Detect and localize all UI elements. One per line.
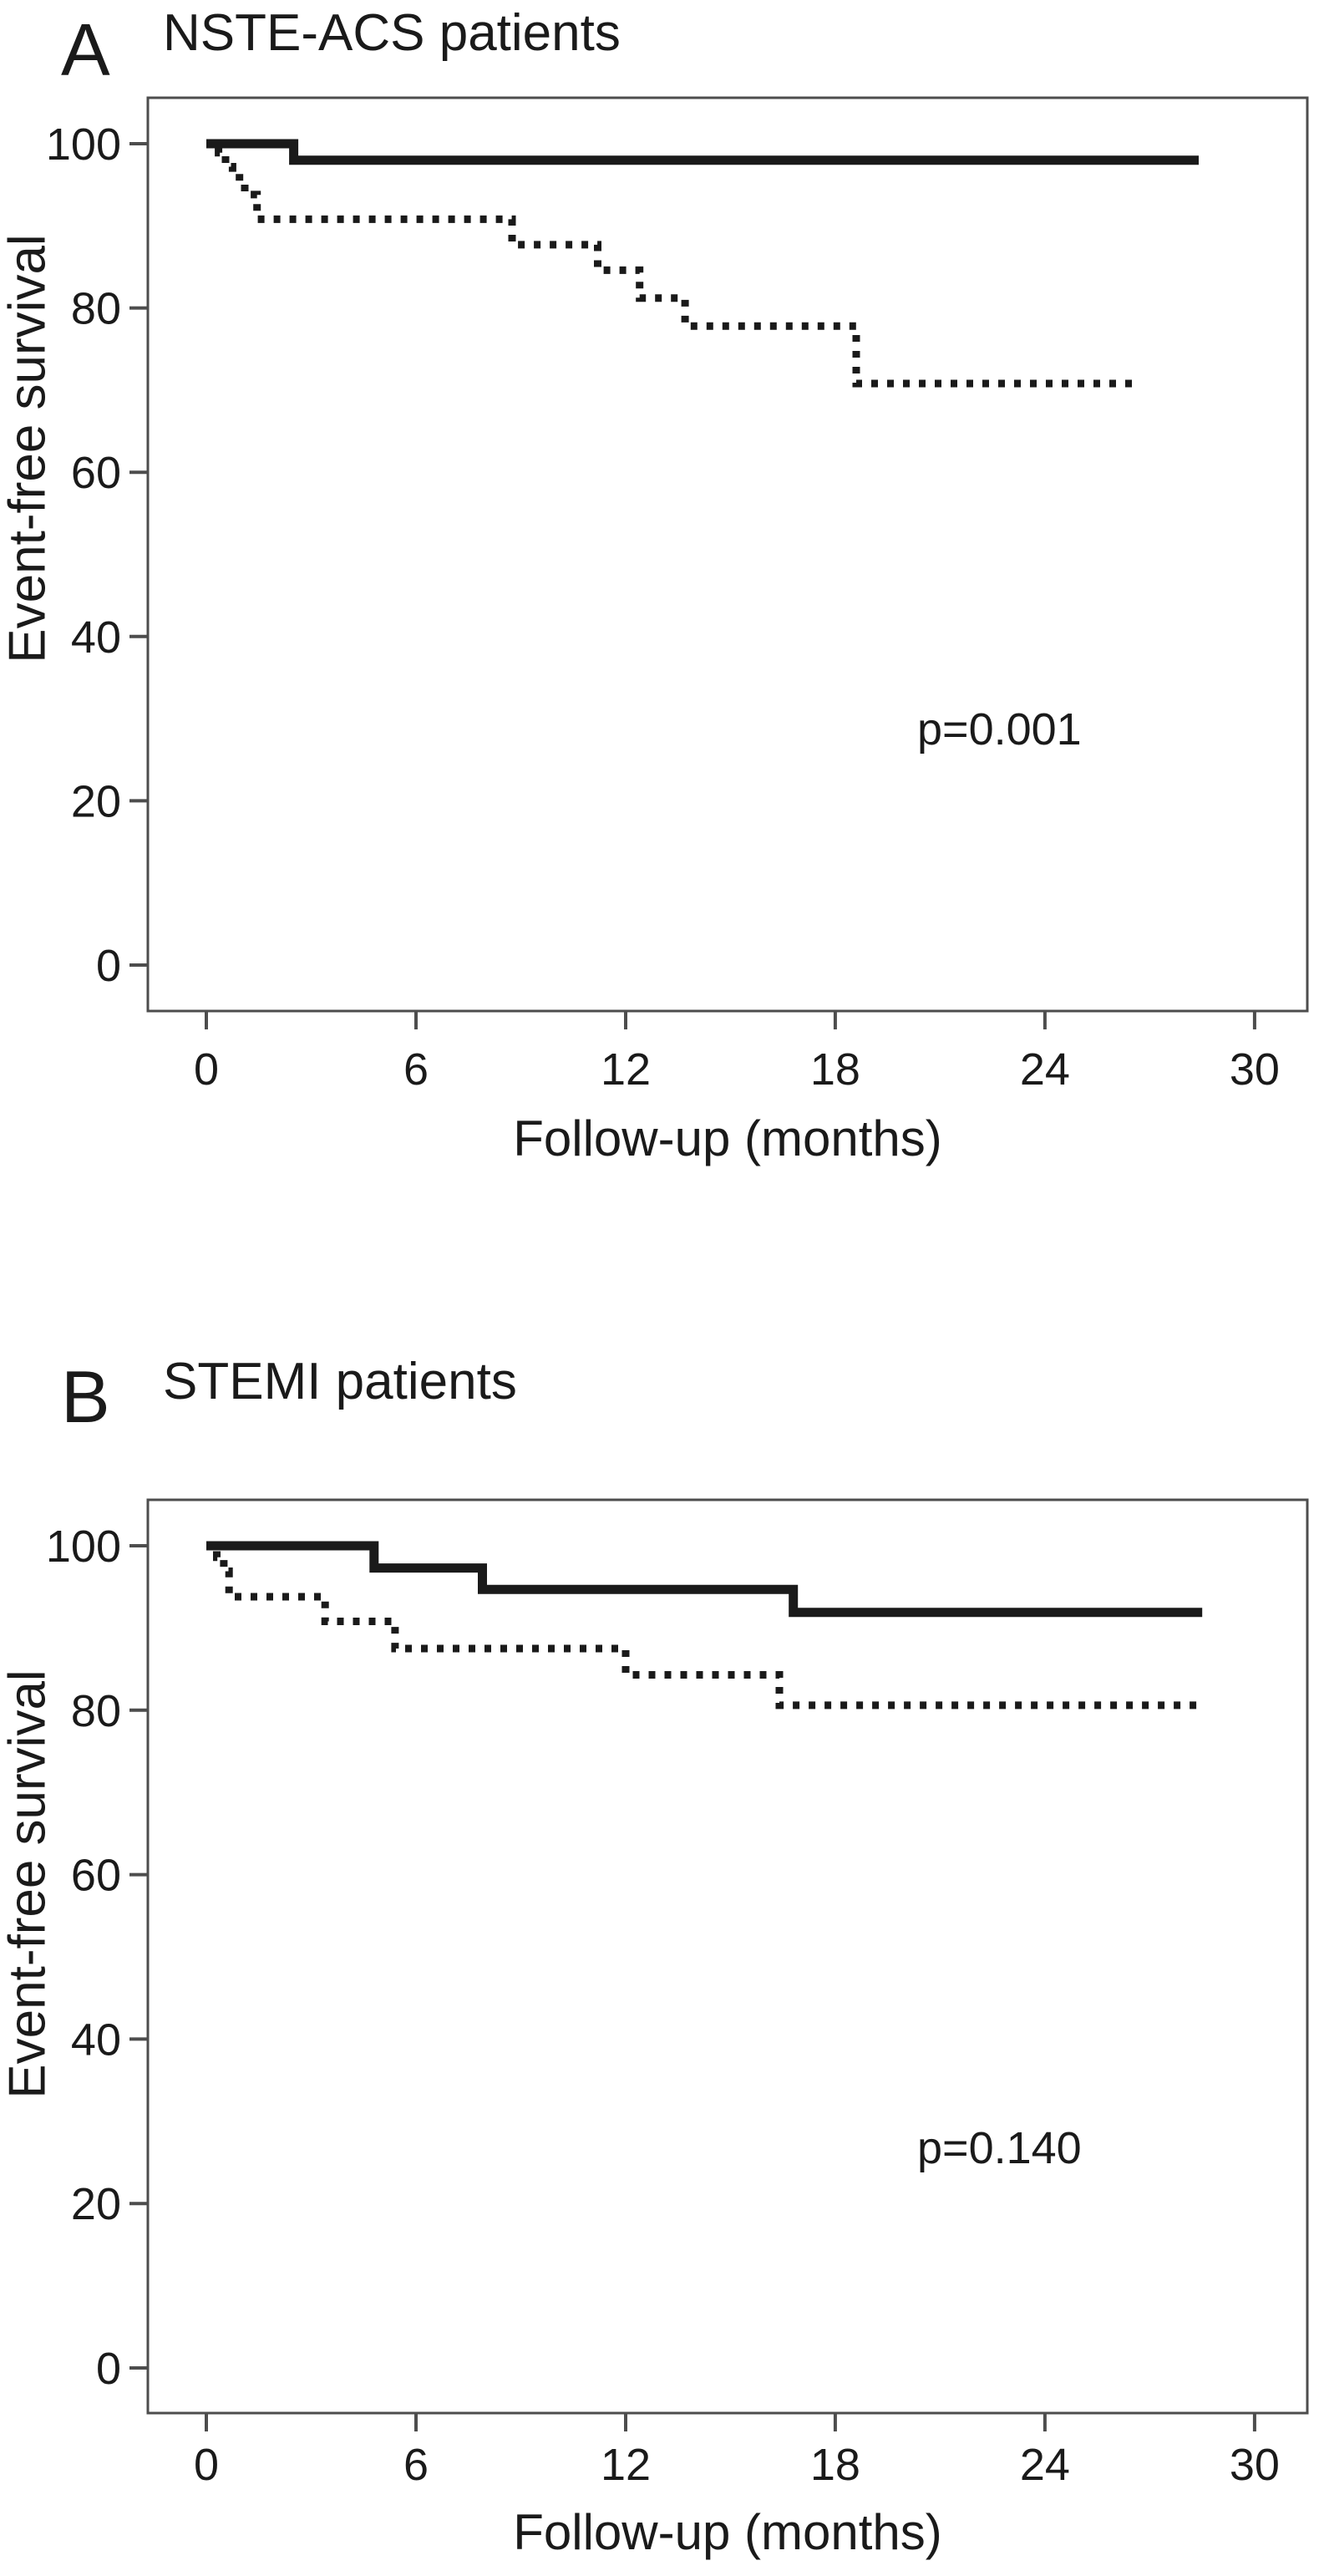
x-tick-label: 24 xyxy=(1020,1044,1070,1095)
x-tick-label: 6 xyxy=(403,1044,429,1095)
x-tick-label: 24 xyxy=(1020,2440,1070,2490)
y-tick-label: 0 xyxy=(96,2344,121,2394)
panel-a-p-value: p=0.001 xyxy=(917,704,1082,755)
x-tick-label: 30 xyxy=(1230,1044,1280,1095)
y-tick-label: 80 xyxy=(71,284,121,334)
y-tick-label: 60 xyxy=(71,448,121,498)
x-tick-label: 30 xyxy=(1230,2440,1280,2490)
y-tick-label: 100 xyxy=(46,119,121,170)
y-tick-label: 100 xyxy=(46,1522,121,1572)
y-tick-label: 40 xyxy=(71,2015,121,2065)
x-tick-label: 12 xyxy=(601,1044,651,1095)
plot-border xyxy=(146,1498,1309,2415)
solid-curve-solid xyxy=(206,139,1199,165)
x-tick-label: 18 xyxy=(810,2440,860,2490)
x-tick-label: 12 xyxy=(601,2440,651,2490)
solid-curve-solid xyxy=(206,1541,1203,1618)
y-tick-label: 20 xyxy=(71,2179,121,2229)
plot-border xyxy=(146,96,1309,1013)
panel-a-x-axis-label: Follow-up (months) xyxy=(513,1110,942,1166)
x-tick-label: 0 xyxy=(194,1044,219,1095)
x-tick-label: 18 xyxy=(810,1044,860,1095)
panel-a-plot: 0 6 12 18 24 30 0 20 40 60 80 100 xyxy=(46,96,1309,1095)
panel-a-letter: A xyxy=(61,8,110,91)
x-tick-label: 0 xyxy=(194,2440,219,2490)
x-tick-label: 6 xyxy=(403,2440,429,2490)
panel-b-p-value: p=0.140 xyxy=(917,2123,1082,2173)
y-tick-label: 80 xyxy=(71,1686,121,1736)
panel-b-plot: 0 6 12 18 24 30 0 20 40 60 80 100 xyxy=(46,1498,1309,2490)
y-tick-label: 60 xyxy=(71,1851,121,1901)
panel-b-x-axis-label: Follow-up (months) xyxy=(513,2504,942,2560)
dotted-curve-dotted xyxy=(206,140,1133,388)
y-tick-label: 0 xyxy=(96,941,121,991)
panel-b-title: STEMI patients xyxy=(163,1353,517,1410)
panel-b-letter: B xyxy=(61,1355,110,1438)
y-tick-label: 40 xyxy=(71,612,121,663)
y-tick-label: 20 xyxy=(71,776,121,826)
dotted-curve-dotted xyxy=(206,1542,1199,1710)
panel-a-title: NSTE-ACS patients xyxy=(163,4,621,62)
